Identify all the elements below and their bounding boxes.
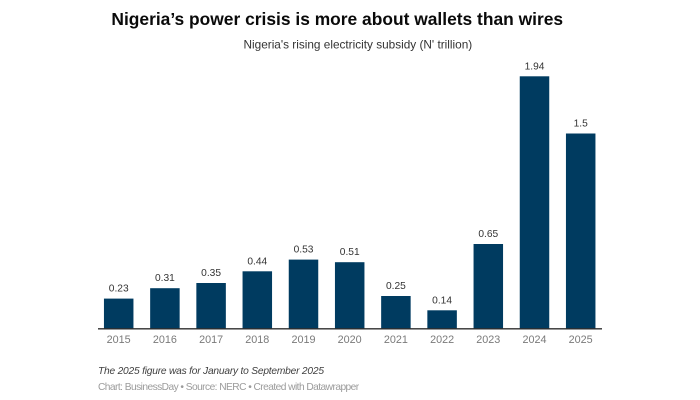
svg-text:2016: 2016 bbox=[153, 334, 177, 346]
svg-text:0.65: 0.65 bbox=[478, 229, 498, 240]
svg-text:2023: 2023 bbox=[476, 334, 500, 346]
svg-text:0.31: 0.31 bbox=[155, 273, 175, 284]
svg-text:2022: 2022 bbox=[430, 334, 454, 346]
svg-text:Chart: BusinessDay • Source: N: Chart: BusinessDay • Source: NERC • Crea… bbox=[98, 382, 360, 393]
svg-text:0.51: 0.51 bbox=[340, 247, 360, 258]
svg-text:2025: 2025 bbox=[569, 334, 593, 346]
svg-text:2024: 2024 bbox=[522, 334, 546, 346]
svg-text:Nigeria’s power crisis is more: Nigeria’s power crisis is more about wal… bbox=[111, 9, 563, 29]
svg-text:0.23: 0.23 bbox=[109, 284, 129, 295]
svg-text:The 2025 figure was for Januar: The 2025 figure was for January to Septe… bbox=[98, 366, 324, 377]
svg-text:2019: 2019 bbox=[291, 334, 315, 346]
svg-text:0.35: 0.35 bbox=[201, 268, 221, 279]
svg-text:2018: 2018 bbox=[245, 334, 269, 346]
svg-text:0.14: 0.14 bbox=[432, 295, 452, 306]
svg-text:2021: 2021 bbox=[384, 334, 408, 346]
svg-text:2015: 2015 bbox=[107, 334, 131, 346]
svg-text:0.25: 0.25 bbox=[386, 281, 406, 292]
svg-text:1.94: 1.94 bbox=[525, 61, 545, 72]
svg-text:0.53: 0.53 bbox=[294, 245, 314, 256]
svg-text:1.5: 1.5 bbox=[574, 119, 588, 130]
svg-text:2017: 2017 bbox=[199, 334, 223, 346]
svg-text:0.44: 0.44 bbox=[247, 256, 267, 267]
svg-text:2020: 2020 bbox=[338, 334, 362, 346]
svg-text:Nigeria's rising electricity s: Nigeria's rising electricity subsidy (N'… bbox=[244, 37, 473, 51]
